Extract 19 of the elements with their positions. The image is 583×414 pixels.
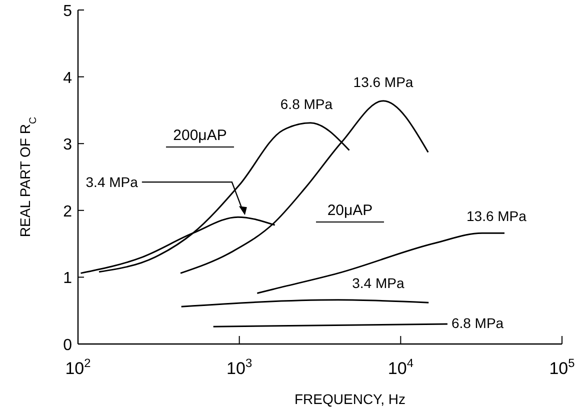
x-tick-label: 10$^{2}$	[65, 356, 92, 378]
series-label: 6.8 MPa	[451, 314, 504, 331]
annotation: 20μAP	[327, 202, 373, 219]
series-label: 3.4 MPa	[352, 274, 404, 291]
y-tick-label: 4	[63, 70, 72, 87]
y-tick-label: 3	[63, 136, 72, 154]
series-label: 13.6 MPa	[466, 208, 527, 224]
y-tick-label: 5	[63, 3, 72, 20]
text: 3.4 MPa	[86, 174, 138, 190]
series-label: 13.6 MPa	[353, 74, 414, 90]
x-tick-label: 10$^{3}$	[226, 356, 252, 378]
y-tick-label: 1	[63, 270, 72, 288]
x-axis-title: FREQUENCY, Hz	[294, 391, 406, 407]
x-tick-label: 10$^{4}$	[388, 356, 414, 378]
x-tick-label: 10$^{5}$	[549, 356, 576, 378]
y-tick-label: 0	[63, 337, 72, 354]
series-label: 6.8 MPa	[280, 96, 333, 112]
annotation: 200μAP	[173, 127, 227, 144]
y-tick-label: 2	[63, 203, 72, 220]
